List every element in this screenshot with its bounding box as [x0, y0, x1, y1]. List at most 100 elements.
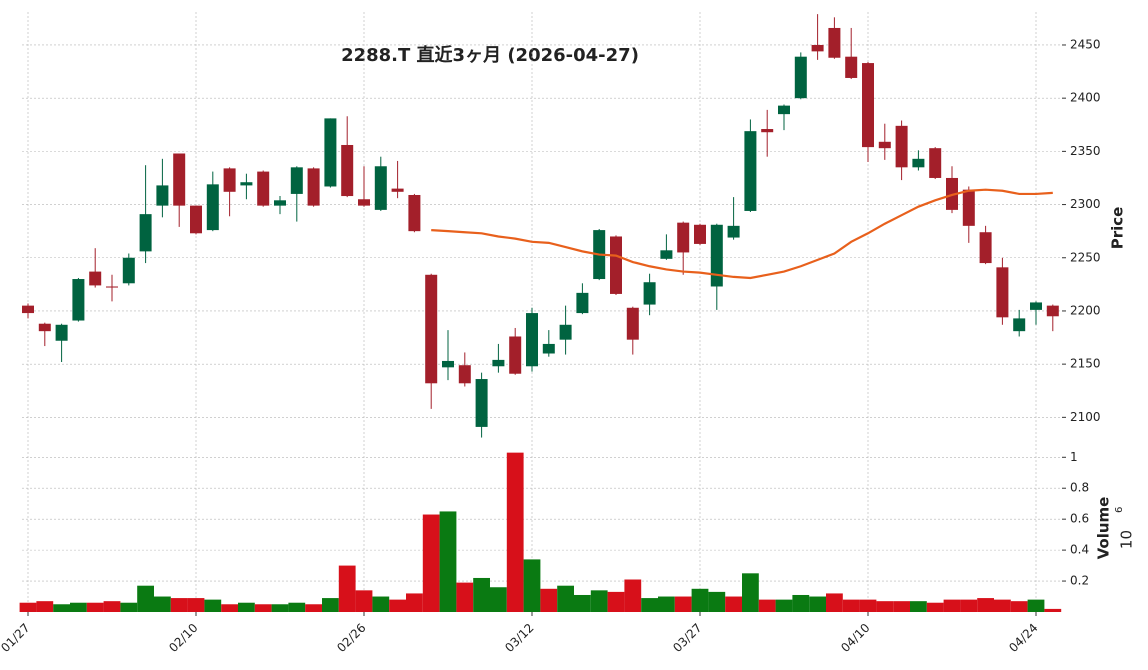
volume-bar — [305, 604, 322, 612]
volume-bar — [355, 590, 373, 612]
volume-bar — [86, 602, 104, 612]
volume-bar — [708, 591, 726, 612]
volume-bar — [758, 599, 776, 612]
candle-body — [290, 167, 303, 194]
candle-body — [190, 205, 202, 234]
volume-bar — [574, 594, 591, 612]
volume-scale-exponent: 6 — [1114, 507, 1125, 513]
x-tick-label: 02/10 — [166, 621, 200, 655]
volume-bar — [540, 588, 558, 612]
candle-body — [526, 313, 538, 367]
volume-bar — [876, 601, 894, 612]
y-tick-label: 2300 — [1070, 197, 1101, 211]
candle-body — [677, 222, 690, 253]
volume-bar — [19, 602, 37, 612]
volume-bar — [389, 599, 406, 612]
volume-bar — [439, 511, 457, 612]
candle-body — [274, 200, 286, 206]
candle-body — [828, 27, 841, 58]
volume-bar — [372, 596, 390, 612]
volume-bar — [70, 602, 87, 612]
volume-bar — [221, 604, 238, 612]
candle-body — [240, 182, 253, 186]
volume-bar — [607, 591, 625, 612]
candle-body — [542, 343, 555, 354]
volume-bar — [775, 599, 793, 612]
volume-bar — [1044, 608, 1062, 612]
volume-bar — [624, 579, 642, 612]
volume-bar — [842, 599, 860, 612]
x-tick-label: 02/26 — [334, 621, 368, 655]
y-tick-label: 2150 — [1070, 357, 1101, 371]
candle-body — [643, 282, 656, 305]
candle-body — [341, 144, 354, 197]
volume-bar — [36, 601, 54, 612]
volume-bar — [994, 599, 1011, 612]
candle-body — [425, 274, 438, 384]
volume-bar — [322, 598, 339, 612]
candle-body — [761, 129, 774, 133]
volume-bar — [1027, 599, 1045, 612]
y-tick-label: 0.6 — [1070, 512, 1089, 526]
volume-bar — [490, 587, 507, 612]
candle-body — [307, 168, 320, 206]
volume-bar — [725, 596, 742, 612]
volume-bar — [406, 593, 423, 612]
candle-body — [1046, 305, 1059, 317]
y-tick-label: 2100 — [1070, 410, 1101, 424]
y-tick-label: 2200 — [1070, 303, 1101, 317]
volume-bar — [271, 604, 289, 612]
volume-bar — [960, 599, 978, 612]
volume-bar — [456, 582, 474, 612]
candle-body — [929, 148, 942, 178]
candle-body — [408, 194, 421, 232]
candle-body — [694, 224, 706, 244]
y-tick-label: 2400 — [1070, 91, 1101, 105]
volume-bar — [792, 594, 810, 612]
candle-body — [962, 189, 975, 226]
chart-title: 2288.T 直近3ヶ月 (2026-04-27) — [341, 44, 639, 66]
candle-body — [89, 271, 102, 286]
candle-body — [895, 125, 908, 168]
candle-body — [257, 171, 270, 206]
candle-body — [442, 360, 454, 368]
candle-body — [206, 184, 219, 231]
candle-body — [610, 236, 622, 294]
volume-bar — [910, 601, 927, 612]
volume-bar — [826, 593, 843, 612]
candle-body — [912, 158, 925, 168]
candle-body — [576, 292, 589, 314]
volume-bar — [557, 585, 574, 612]
volume-bar — [473, 577, 490, 612]
volume-bar — [926, 602, 944, 612]
y-tick-label: 2450 — [1070, 37, 1101, 51]
y-axis-title: Price — [1109, 207, 1127, 250]
candle-body — [862, 63, 874, 148]
moving-average-line — [431, 188, 1053, 280]
volume-bar — [523, 559, 541, 612]
volume-bar — [53, 604, 70, 612]
candle-body — [845, 56, 858, 78]
candle-body — [727, 225, 740, 238]
volume-bar — [103, 601, 121, 612]
candle-body — [106, 286, 118, 288]
volume-bar — [674, 596, 692, 612]
candle-body — [458, 365, 471, 384]
candle-body — [996, 267, 1009, 318]
candle-body — [391, 188, 404, 192]
volume-bar — [338, 565, 356, 612]
candle-body — [475, 379, 488, 427]
candle-body — [374, 166, 387, 210]
candle-body — [626, 307, 639, 340]
candle-body — [979, 232, 992, 264]
candle-body — [1030, 302, 1042, 310]
candle-body — [223, 168, 236, 192]
volume-bar — [893, 601, 910, 612]
volume-bar — [154, 596, 171, 612]
candle-body — [794, 56, 807, 99]
volume-bar — [859, 599, 877, 612]
y-tick-label: 1 — [1070, 450, 1078, 464]
volume-bar — [641, 598, 658, 612]
volume-scale-base: 10 — [1118, 530, 1136, 549]
